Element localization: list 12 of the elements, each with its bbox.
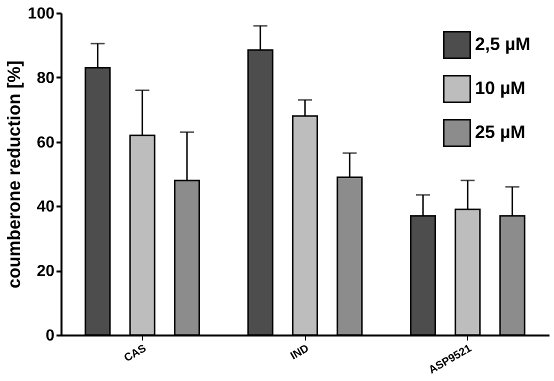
y-tick-label: 0 [46, 328, 55, 344]
legend-label: 10 µM [475, 78, 526, 98]
y-tick-label: 80 [36, 70, 55, 87]
y-tick-label: 40 [36, 198, 55, 216]
x-tick-label: IND [288, 342, 312, 362]
legend-label: 25 µM [475, 122, 526, 142]
legend-label: 2,5 µM [475, 34, 530, 54]
y-tick-label: 60 [36, 134, 55, 152]
x-tick-label: CAS [122, 342, 148, 365]
y-axis-title: coumberone reduction [%] [4, 60, 24, 289]
y-tick-label: 20 [36, 263, 55, 280]
y-tick-label: 100 [28, 6, 55, 22]
